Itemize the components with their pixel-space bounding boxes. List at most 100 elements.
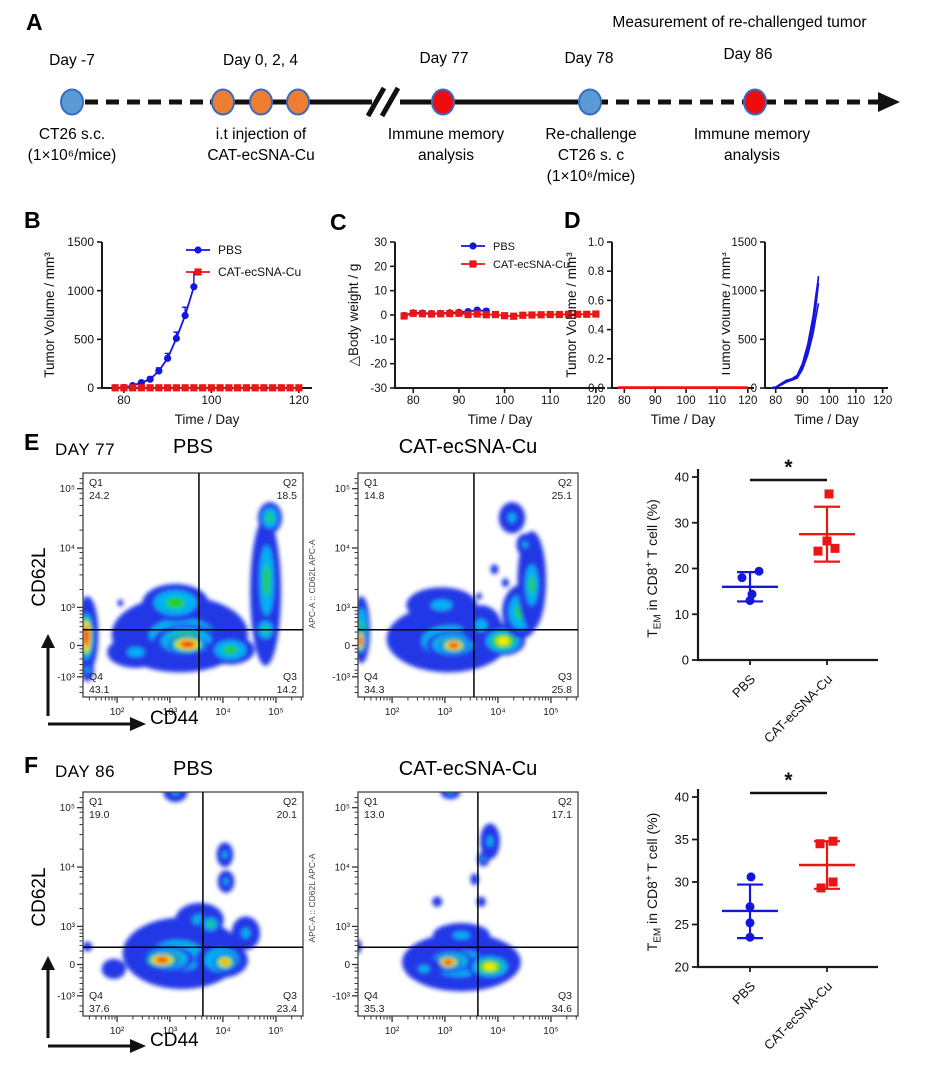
panel-label-c: C — [330, 209, 347, 235]
cd44-axis-label-f: CD44 — [150, 1030, 199, 1051]
svg-text:10⁴: 10⁴ — [335, 544, 350, 555]
svg-text:10⁵: 10⁵ — [543, 1026, 558, 1037]
svg-text:0: 0 — [381, 310, 387, 322]
flow-f-cat-title: CAT-ecSNA-Cu — [398, 758, 538, 780]
svg-text:18.5: 18.5 — [277, 490, 298, 502]
svg-text:14.2: 14.2 — [277, 684, 298, 696]
svg-text:110: 110 — [541, 395, 559, 407]
svg-text:10³: 10³ — [438, 1026, 453, 1037]
svg-text:100: 100 — [495, 395, 514, 407]
flow-f-pbs-title: PBS — [172, 758, 214, 780]
chart-d-individual-cat: 0.0 0.2 0.4 0.6 0.8 1.0 80 90 100 110 120 Time / Da… — [564, 237, 757, 427]
svg-text:10⁴: 10⁴ — [490, 1026, 505, 1037]
svg-text:500: 500 — [74, 333, 94, 347]
apc-axis-label-f: APC-A :: CD62L APC-A — [307, 853, 317, 943]
svg-text:10⁵: 10⁵ — [268, 707, 283, 718]
svg-text:10⁴: 10⁴ — [335, 863, 350, 874]
timeline-dot-day-7 — [60, 88, 84, 116]
svg-text:34.3: 34.3 — [364, 684, 385, 696]
svg-text:10²: 10² — [385, 1026, 400, 1037]
svg-text:Q2: Q2 — [558, 796, 572, 808]
axis-arrows-f — [41, 956, 146, 1053]
svg-text:PBS: PBS — [729, 978, 758, 1007]
svg-text:120: 120 — [289, 393, 309, 407]
svg-text:10⁴: 10⁴ — [60, 863, 75, 874]
svg-text:-10³: -10³ — [332, 991, 350, 1002]
apc-axis-label-e: APC-A :: CD62L APC-A — [307, 539, 317, 629]
svg-text:20: 20 — [374, 261, 387, 273]
svg-text:20.1: 20.1 — [277, 809, 298, 821]
flow-e-cat-title: CAT-ecSNA-Cu — [398, 436, 538, 458]
svg-text:80: 80 — [618, 395, 631, 407]
svg-text:10³: 10³ — [163, 1026, 178, 1037]
svg-text:90: 90 — [649, 395, 662, 407]
svg-text:Q3: Q3 — [283, 671, 297, 683]
timeline-dot-day77 — [431, 88, 455, 116]
svg-text:Tumor Volume / mm³: Tumor Volume / mm³ — [564, 252, 579, 378]
svg-text:90: 90 — [796, 395, 809, 407]
svg-text:TEM in CD8+ T cell (%): TEM in CD8+ T cell (%) — [644, 499, 664, 638]
svg-text:Tumor Volume / mm³: Tumor Volume / mm³ — [42, 252, 57, 378]
svg-text:120: 120 — [586, 395, 605, 407]
svg-text:13.0: 13.0 — [364, 809, 385, 821]
timeline-arrowhead-icon — [878, 92, 900, 112]
svg-text:Q3: Q3 — [283, 990, 297, 1002]
svg-text:*: * — [784, 769, 793, 792]
timeline — [60, 86, 900, 118]
svg-text:0.8: 0.8 — [588, 266, 604, 278]
svg-text:40: 40 — [675, 470, 689, 485]
svg-text:0: 0 — [69, 960, 75, 971]
panel-label-a: A — [26, 9, 43, 35]
svg-text:10³: 10³ — [61, 922, 76, 933]
timeline-break-icon — [379, 86, 401, 118]
svg-text:TEM in CD8+ T cell (%): TEM in CD8+ T cell (%) — [644, 813, 664, 952]
timeline-event-2: Immune memory analysis — [387, 126, 505, 164]
svg-text:30: 30 — [374, 237, 387, 249]
svg-text:-20: -20 — [370, 359, 387, 371]
svg-text:0: 0 — [682, 653, 689, 668]
right-arrow-icon — [130, 1039, 146, 1053]
svg-text:1000: 1000 — [731, 286, 757, 298]
panel-label-f: F — [24, 752, 39, 778]
svg-text:80: 80 — [117, 393, 131, 407]
svg-text:1000: 1000 — [67, 284, 94, 298]
svg-text:1.0: 1.0 — [588, 237, 604, 249]
svg-text:25: 25 — [675, 917, 689, 932]
up-arrow-icon — [41, 956, 55, 970]
svg-text:0.2: 0.2 — [588, 354, 604, 366]
svg-text:110: 110 — [847, 395, 865, 407]
svg-text:10²: 10² — [110, 707, 125, 718]
svg-text:10³: 10³ — [61, 603, 76, 614]
axis-arrows-e — [41, 634, 146, 731]
svg-text:Time / Day: Time / Day — [794, 412, 859, 427]
svg-text:120: 120 — [738, 395, 757, 407]
svg-text:30: 30 — [675, 515, 689, 530]
svg-text:Q2: Q2 — [558, 477, 572, 489]
svg-text:Q2: Q2 — [283, 477, 297, 489]
svg-text:PBS: PBS — [218, 243, 242, 257]
svg-text:80: 80 — [769, 395, 782, 407]
day-77-label: DAY 77 — [55, 440, 116, 459]
svg-text:10⁵: 10⁵ — [268, 1026, 283, 1037]
svg-text:10⁴: 10⁴ — [60, 544, 75, 555]
svg-text:Time / Day: Time / Day — [468, 412, 533, 427]
svg-text:△Body weight / g: △Body weight / g — [346, 264, 361, 367]
scatter-f-tem: 20 25 30 35 40 PBS CAT-ecSNA-Cu * TEM in CD8+ T … — [644, 769, 878, 1053]
svg-text:0.0: 0.0 — [588, 383, 604, 395]
svg-text:10³: 10³ — [336, 922, 351, 933]
svg-text:10⁴: 10⁴ — [215, 707, 230, 718]
cd62l-axis-label-f: CD62L — [29, 867, 50, 927]
svg-text:0.4: 0.4 — [588, 325, 605, 337]
timeline-day-1: Day 0, 2, 4 — [223, 52, 298, 69]
flow-e-pbs-title: PBS — [172, 436, 214, 458]
svg-text:10⁵: 10⁵ — [60, 484, 75, 495]
svg-text:Q4: Q4 — [89, 671, 103, 683]
svg-text:*: * — [784, 456, 793, 479]
svg-text:25.1: 25.1 — [552, 490, 573, 502]
svg-text:100: 100 — [201, 393, 221, 407]
svg-text:1500: 1500 — [731, 237, 757, 249]
svg-text:0.6: 0.6 — [588, 295, 604, 307]
